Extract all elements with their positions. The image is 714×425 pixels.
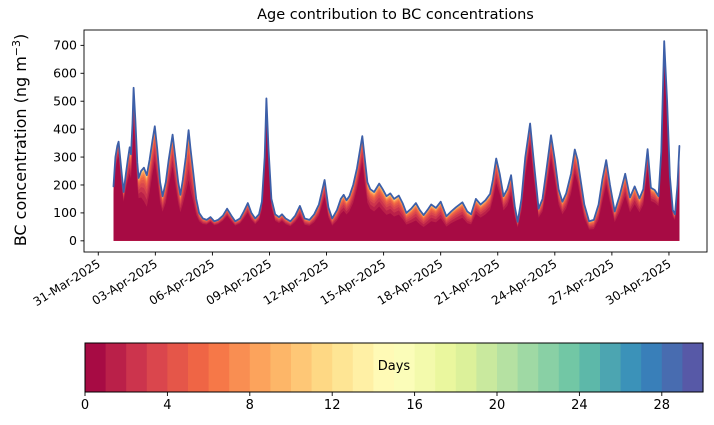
colorbar-step-24-days bbox=[579, 343, 601, 392]
colorbar-step-2-days bbox=[126, 343, 148, 392]
age-layer-0-days bbox=[113, 61, 680, 241]
y-tick-label: 600 bbox=[53, 66, 77, 81]
colorbar-step-23-days bbox=[558, 343, 580, 392]
colorbar-step-28-days bbox=[661, 343, 683, 392]
colorbar-step-17-days bbox=[435, 343, 457, 392]
colorbar-step-7-days bbox=[229, 343, 251, 392]
colorbar-step-25-days bbox=[600, 343, 622, 392]
colorbar-step-26-days bbox=[620, 343, 642, 392]
colorbar-tick-label: 28 bbox=[654, 398, 671, 413]
colorbar-step-3-days bbox=[146, 343, 168, 392]
colorbar-step-4-days bbox=[167, 343, 189, 392]
colorbar-tick-label: 24 bbox=[571, 398, 588, 413]
colorbar-step-16-days bbox=[414, 343, 436, 392]
y-tick-label: 200 bbox=[53, 177, 77, 192]
colorbar-tick-label: 16 bbox=[406, 398, 423, 413]
colorbar-border bbox=[84, 342, 704, 393]
colorbar-step-8-days bbox=[249, 343, 271, 392]
colorbar-step-27-days bbox=[641, 343, 663, 392]
colorbar-step-9-days bbox=[270, 343, 292, 392]
colorbar-step-13-days bbox=[352, 343, 374, 392]
colorbar-step-1-days bbox=[105, 343, 127, 392]
colorbar-step-10-days bbox=[291, 343, 313, 392]
y-tick-label: 400 bbox=[53, 121, 77, 136]
total-bc-line bbox=[112, 40, 681, 223]
colorbar-step-0-days bbox=[85, 343, 107, 392]
colorbar-step-22-days bbox=[538, 343, 560, 392]
chart-title: Age contribution to BC concentrations bbox=[257, 7, 534, 23]
y-tick-label: 0 bbox=[69, 233, 77, 248]
colorbar-step-15-days bbox=[394, 343, 416, 392]
y-tick-label: 300 bbox=[53, 149, 77, 164]
colorbar-step-21-days bbox=[517, 343, 539, 392]
colorbar-step-18-days bbox=[455, 343, 477, 392]
colorbar-step-20-days bbox=[497, 343, 519, 392]
colorbar-tick-label: 0 bbox=[81, 398, 89, 413]
y-axis-label-close: ) bbox=[11, 33, 31, 40]
y-axis-label: BC concentration (ng m−3) bbox=[10, 34, 30, 247]
colorbar-step-29-days bbox=[682, 343, 704, 392]
plot-border bbox=[83, 29, 708, 253]
colorbar-label: Days bbox=[377, 359, 411, 374]
colorbar-step-14-days bbox=[373, 343, 395, 392]
colorbar-tick-label: 12 bbox=[324, 398, 341, 413]
colorbar-tick-label: 8 bbox=[246, 398, 254, 413]
y-tick-label: 500 bbox=[53, 94, 77, 109]
y-axis-label-text: BC concentration (ng m bbox=[11, 56, 31, 247]
colorbar-step-12-days bbox=[332, 343, 354, 392]
colorbar-step-5-days bbox=[188, 343, 210, 392]
colorbar-step-19-days bbox=[476, 343, 498, 392]
y-axis-label-exponent: −3 bbox=[9, 39, 23, 57]
colorbar-step-11-days bbox=[311, 343, 333, 392]
y-tick-label: 100 bbox=[53, 205, 77, 220]
colorbar-tick-label: 20 bbox=[489, 398, 506, 413]
y-tick-label: 700 bbox=[53, 38, 77, 53]
colorbar-tick-label: 4 bbox=[163, 398, 171, 413]
colorbar-step-6-days bbox=[208, 343, 230, 392]
